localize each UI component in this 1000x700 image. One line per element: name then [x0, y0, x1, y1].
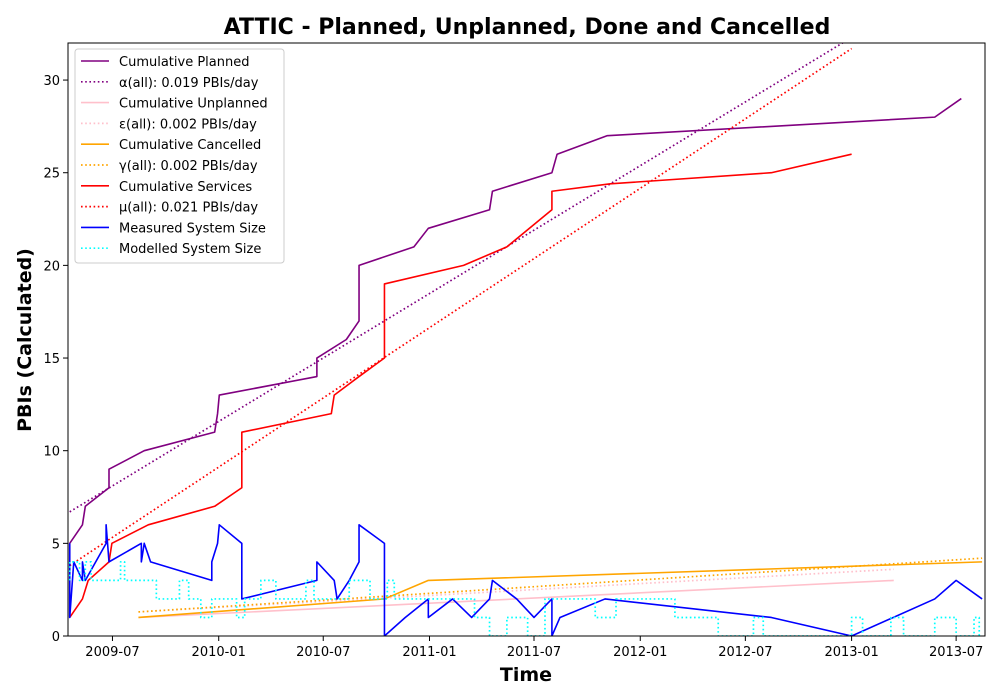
x-tick-label: 2013-07 — [929, 645, 983, 660]
chart-title: ATTIC - Planned, Unplanned, Done and Can… — [224, 15, 831, 40]
x-tick-label: 2009-07 — [85, 645, 139, 660]
legend: Cumulative Planned α(all): 0.019 PBIs/day… — [74, 48, 285, 264]
legend-entry: μ(all): 0.021 PBIs/day — [119, 201, 258, 216]
y-tick-label: 20 — [43, 259, 60, 274]
legend-entry: Measured System Size — [119, 221, 266, 236]
legend-entry: Modelled System Size — [119, 242, 261, 257]
legend-entry: Cumulative Cancelled — [119, 138, 261, 153]
x-tick-label: 2012-01 — [613, 645, 667, 660]
legend-entry: Cumulative Planned — [119, 55, 249, 70]
y-tick-label: 0 — [52, 630, 60, 645]
series-line-10-modelled-system-size — [68, 561, 981, 636]
y-tick-label: 10 — [43, 445, 60, 460]
x-tick-label: 2010-01 — [192, 645, 246, 660]
x-tick-label: 2011-07 — [507, 645, 561, 660]
series-line-1-cumulative-planned — [68, 97, 962, 618]
legend-entry: γ(all): 0.002 PBIs/day — [119, 159, 258, 174]
legend-entry: α(all): 0.019 PBIs/day — [119, 76, 259, 91]
series-line-5-cumulative-cancelled — [138, 561, 983, 619]
plot-frame — [67, 42, 986, 637]
series-line-2-all-0-019-pbis-day — [69, 43, 845, 513]
series-line-6-all-0-002-pbis-day — [138, 557, 983, 613]
series-layer — [68, 43, 983, 636]
series-line-7-cumulative-services — [69, 153, 852, 618]
x-tick-label: 2011-01 — [402, 645, 456, 660]
x-tick-label: 2010-07 — [296, 645, 350, 660]
series-line-8-all-0-021-pbis-day — [69, 47, 853, 567]
y-axis-label: PBIs (Calculated) — [14, 248, 36, 432]
series-line-4-all-0-002-pbis-day — [138, 568, 894, 613]
legend-box — [74, 48, 285, 264]
series-line-9-measured-system-size — [68, 524, 983, 636]
x-tick-label: 2012-07 — [718, 645, 772, 660]
legend-entry: ε(all): 0.002 PBIs/day — [119, 117, 257, 132]
y-axis: 0 5 10 15 20 25 30 — [43, 74, 68, 645]
y-tick-label: 25 — [43, 167, 60, 182]
legend-entry: Cumulative Services — [119, 180, 252, 195]
x-axis-label: Time — [500, 664, 552, 686]
y-tick-label: 5 — [52, 537, 60, 552]
y-tick-label: 30 — [43, 74, 60, 89]
y-tick-label: 15 — [43, 352, 60, 367]
x-tick-label: 2013-01 — [824, 645, 878, 660]
legend-entry: Cumulative Unplanned — [119, 97, 268, 112]
x-axis: 2009-07 2010-01 2010-07 2011-01 2011-07 2012-… — [85, 636, 983, 660]
